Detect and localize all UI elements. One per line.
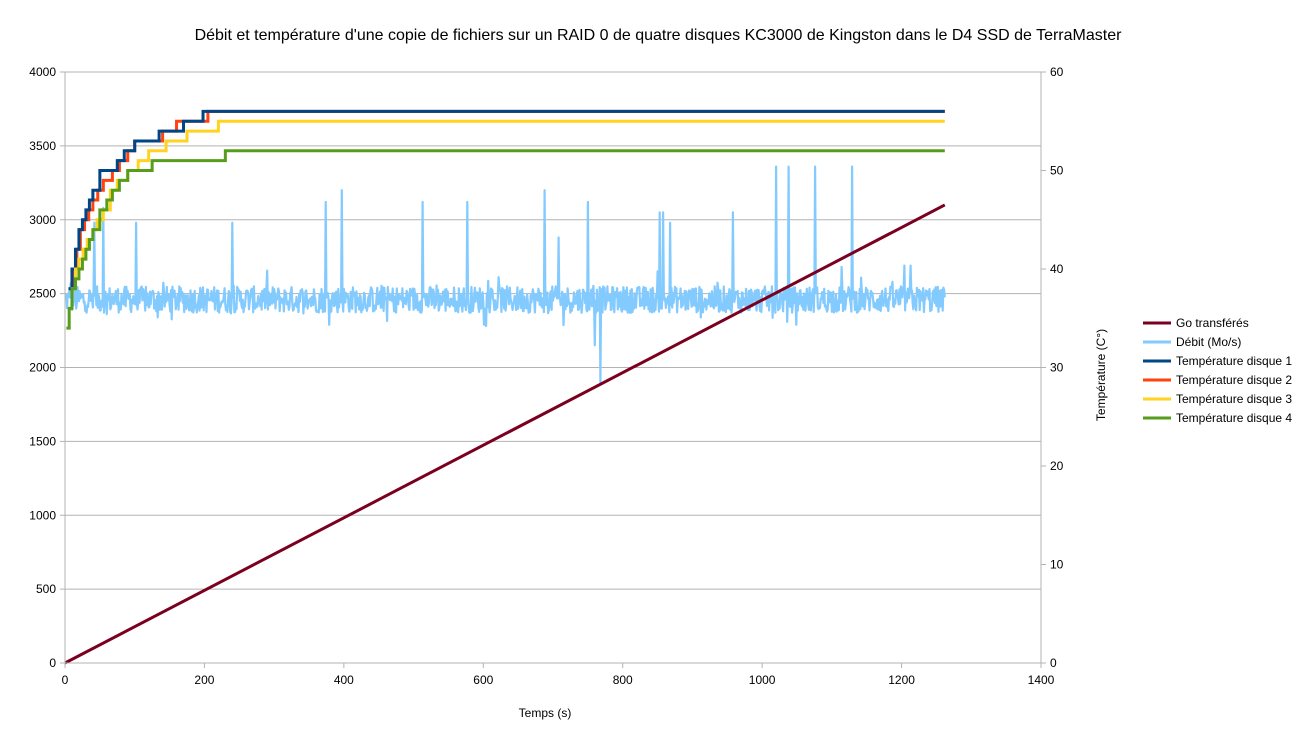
legend-label-temperature-disque-1: Température disque 1	[1176, 354, 1292, 368]
legend-label-temperature-disque-2: Température disque 2	[1176, 373, 1292, 387]
y-tick-label: 2000	[29, 361, 56, 375]
x-axis-label: Temps (s)	[519, 706, 572, 720]
x-tick-label: 0	[62, 673, 69, 687]
legend-label-debit-mo-s: Débit (Mo/s)	[1176, 335, 1241, 349]
y2-tick-label: 60	[1050, 65, 1064, 79]
series-line-debit-mo-s	[64, 165, 946, 384]
axes: 0500100015002000250030003500400001020304…	[29, 65, 1063, 687]
y-tick-label: 3500	[29, 139, 56, 153]
series-layer	[64, 109, 946, 665]
y2-tick-label: 50	[1050, 164, 1064, 178]
chart-title: Débit et température d'une copie de fich…	[195, 27, 1123, 44]
x-tick-label: 600	[473, 673, 493, 687]
y-tick-label: 0	[49, 656, 56, 670]
x-tick-label: 1400	[1028, 673, 1055, 687]
legend-label-temperature-disque-4: Température disque 4	[1176, 411, 1292, 425]
y-tick-label: 2500	[29, 287, 56, 301]
y2-tick-label: 0	[1050, 656, 1057, 670]
y2-tick-label: 10	[1050, 558, 1064, 572]
series-line-temperature-disque-2	[68, 109, 945, 291]
series-line-go-transferes	[64, 203, 946, 665]
y-tick-label: 1000	[29, 508, 56, 522]
legend-label-go-transferes: Go transférés	[1176, 316, 1249, 330]
x-tick-label: 400	[334, 673, 354, 687]
series-line-temperature-disque-1	[68, 109, 945, 291]
x-tick-label: 1200	[888, 673, 915, 687]
x-tick-label: 200	[194, 673, 214, 687]
y-tick-label: 4000	[29, 65, 56, 79]
legend: Go transférés Débit (Mo/s) Température dis…	[1143, 316, 1292, 425]
x-tick-label: 1000	[749, 673, 776, 687]
y2-axis-label: Température (C°)	[1094, 329, 1108, 421]
series-line-temperature-disque-4	[66, 149, 945, 330]
y-tick-label: 3000	[29, 213, 56, 227]
x-tick-label: 800	[613, 673, 633, 687]
y2-tick-label: 40	[1050, 262, 1064, 276]
y2-tick-label: 30	[1050, 361, 1064, 375]
y-tick-label: 1500	[29, 434, 56, 448]
y-tick-label: 500	[36, 582, 56, 596]
y2-tick-label: 20	[1050, 459, 1064, 473]
legend-label-temperature-disque-3: Température disque 3	[1176, 392, 1292, 406]
